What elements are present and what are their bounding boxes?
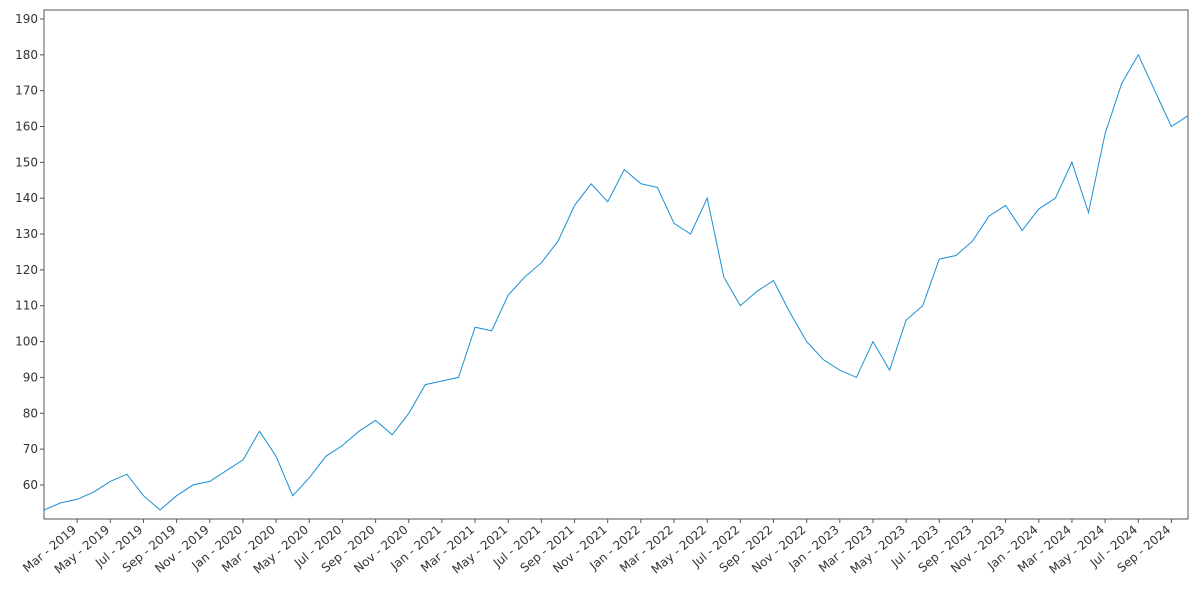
y-tick-label: 80 — [23, 406, 38, 420]
y-tick-label: 90 — [23, 370, 38, 384]
y-tick-label: 170 — [15, 84, 38, 98]
y-tick-label: 150 — [15, 155, 38, 169]
y-tick-label: 110 — [15, 299, 38, 313]
y-tick-label: 180 — [15, 48, 38, 62]
y-tick-label: 160 — [15, 119, 38, 133]
plot-frame — [43, 9, 1189, 520]
y-tick-label: 100 — [15, 335, 38, 349]
y-tick-label: 190 — [15, 12, 38, 26]
line-series — [43, 53, 1189, 511]
y-tick-label: 70 — [23, 442, 38, 456]
y-tick-label: 140 — [15, 191, 38, 205]
y-tick-label: 60 — [23, 478, 38, 492]
y-tick-label: 130 — [15, 227, 38, 241]
y-tick-label: 120 — [15, 263, 38, 277]
